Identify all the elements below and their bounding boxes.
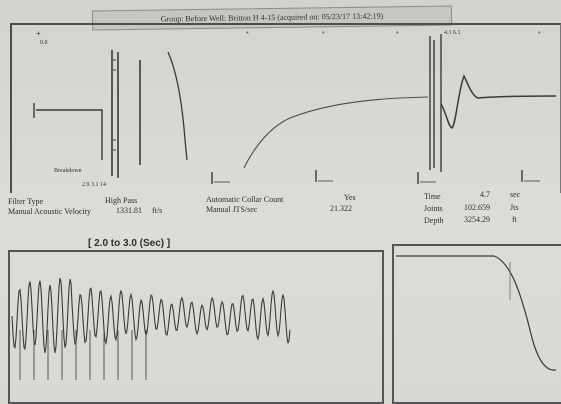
range-title: [ 2.0 to 3.0 (Sec) ] — [88, 238, 171, 249]
joints-value: 102.659 — [464, 203, 490, 212]
marker-ticks — [113, 59, 116, 151]
depth-unit: ft — [512, 215, 517, 224]
time-label: Time — [424, 192, 441, 201]
baseline-ticks — [211, 170, 523, 184]
trace-marker-glyph: + — [36, 29, 41, 38]
recovery-trace — [243, 96, 429, 169]
joints-unit: Jts — [510, 203, 519, 212]
trace-marker-glyph: * — [322, 31, 325, 38]
auto-collar-value: Yes — [344, 193, 356, 202]
manual-velocity-value: 1331.81 — [116, 206, 142, 215]
breakdown-label: Breakdown — [54, 168, 82, 174]
filter-type-value: High Pass — [105, 196, 138, 205]
time-unit: sec — [510, 190, 521, 199]
joints-label: Joints — [424, 204, 443, 213]
fluid-level-kick — [440, 74, 557, 129]
cumulative-panel — [392, 244, 561, 404]
shot-markers — [111, 50, 141, 178]
filter-type-label: Filter Type — [8, 197, 44, 206]
marker-top-label: 0.0 — [40, 40, 48, 46]
time-value: 4.7 — [480, 190, 490, 199]
marker-right-label: 4.1 6.1 — [444, 30, 461, 36]
pre-shot-trace — [33, 103, 103, 160]
trace-marker-glyph: * — [246, 31, 249, 38]
depth-label: Depth — [424, 216, 444, 225]
cumulative-curve — [396, 255, 557, 371]
fluid-level-markers — [429, 34, 442, 172]
trace-marker-glyph: * — [396, 31, 399, 38]
trace-marker-glyph: * — [538, 31, 541, 38]
manual-velocity-unit: ft/s — [152, 206, 163, 215]
depth-value: 3254.29 — [464, 215, 490, 224]
baseline-tick-feet — [214, 180, 540, 183]
waveform-panel — [8, 250, 384, 404]
waveform-trace — [11, 277, 291, 353]
decay-trace — [167, 51, 188, 161]
manual-jts-label: Manual JTS/sec — [206, 205, 258, 214]
manual-velocity-label: Manual Acoustic Velocity — [8, 207, 91, 216]
left-bottom-label: 2.9 3.1 14 — [82, 182, 106, 188]
auto-collar-label: Automatic Collar Count — [206, 195, 284, 204]
manual-jts-value: 21.322 — [330, 204, 352, 213]
